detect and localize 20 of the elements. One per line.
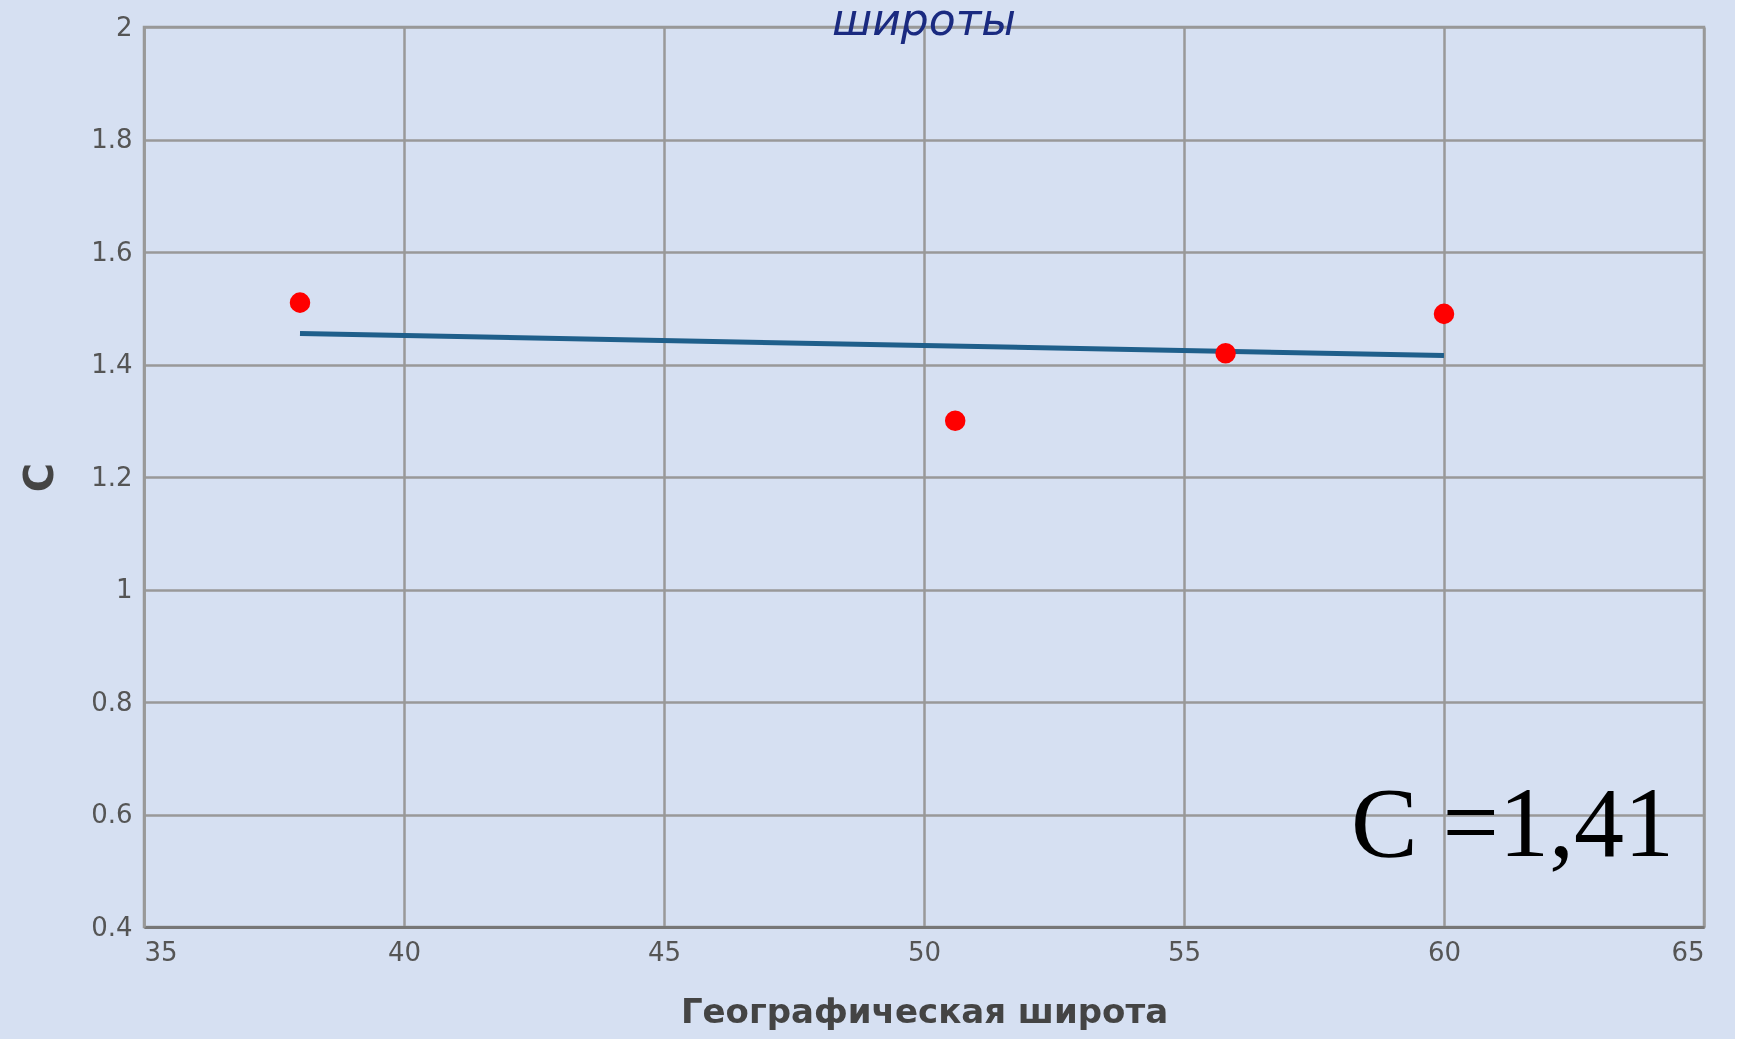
x-tick-label: 60 [1427,936,1462,967]
annotation: C =1,41 [1350,767,1674,878]
y-tick-label: 0.6 [91,799,133,829]
y-axis-title: C [16,462,63,493]
x-tick-label: 50 [907,936,942,967]
y-tick-label: 1.8 [91,124,133,154]
y-tick-label: 1.6 [91,236,133,267]
y-tick-label: 1.2 [91,461,133,492]
chart-title: широты [831,0,1017,45]
x-tick-label: 65 [1671,936,1705,967]
x-tick-label: 40 [387,936,422,967]
x-tick-label: 45 [647,936,682,967]
y-tick-label: 0.4 [91,911,133,942]
y-tick-label: 2 [115,11,133,42]
x-tick-label: 35 [144,936,178,967]
x-axis-title: Географическая широта [680,990,1169,1031]
x-tick-label: 55 [1167,936,1202,967]
y-tick-label: 1 [115,574,133,604]
y-tick-label: 1.4 [91,349,133,379]
y-tick-label: 0.8 [91,686,133,717]
